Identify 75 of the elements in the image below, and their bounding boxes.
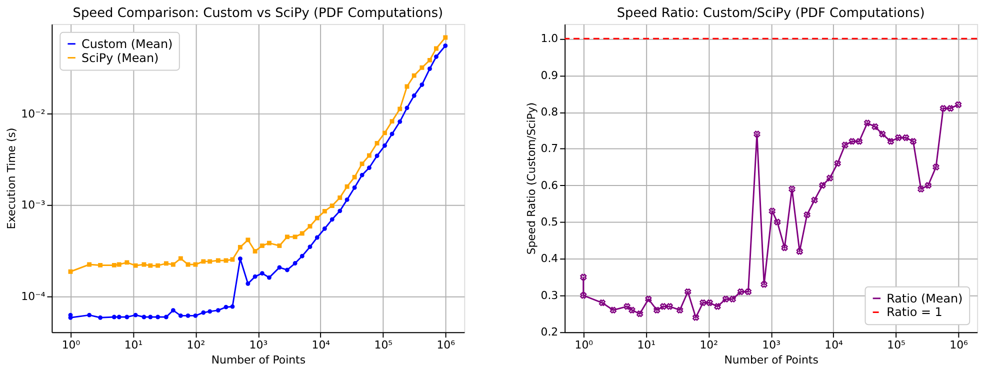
point <box>848 138 856 145</box>
point <box>910 138 916 145</box>
x-tick-label: 10⁰ <box>62 338 80 352</box>
y-tick-label: 0.8 <box>540 106 558 118</box>
point <box>879 130 886 138</box>
point <box>729 296 736 302</box>
x-tick-label: 10⁴ <box>312 338 331 352</box>
x-axis-title: Number of Points <box>724 353 819 366</box>
point <box>796 248 803 255</box>
y-tick-label: 0.6 <box>540 178 558 192</box>
point <box>902 134 910 141</box>
y-tick-label: 0.7 <box>540 142 558 156</box>
y-tick-label: 10⁻² <box>21 107 46 120</box>
x-tick-label: 10³ <box>249 338 268 352</box>
y-tick-label: 10⁻⁴ <box>21 290 46 304</box>
point <box>706 299 713 306</box>
chart-title: Speed Ratio: Custom/SciPy (PDF Computations) <box>616 6 925 22</box>
x-tick-label: 10² <box>700 338 718 352</box>
y-tick-label: 0.3 <box>540 288 558 302</box>
point <box>714 303 721 310</box>
legend-label: SciPy (Mean) <box>82 50 159 65</box>
point <box>654 306 660 314</box>
point <box>864 120 871 126</box>
point <box>624 303 630 310</box>
x-tick-label: 10⁰ <box>574 338 594 352</box>
point <box>737 288 744 296</box>
point <box>895 134 902 141</box>
point <box>660 303 667 310</box>
point <box>856 138 863 145</box>
point <box>700 299 706 306</box>
chart-title: Speed Comparison: Custom vs SciPy (PDF Computations) <box>72 6 444 22</box>
point <box>834 160 841 167</box>
legend-label: Ratio (Mean) <box>886 291 963 306</box>
point <box>932 164 940 170</box>
point <box>842 142 848 148</box>
point <box>684 288 692 296</box>
y-axis-title: Speed Ratio (Custom/SciPy) <box>524 102 538 255</box>
point <box>788 186 796 192</box>
legend-label: Custom (Mean) <box>82 36 173 51</box>
x-tick-label: 10⁴ <box>824 338 844 352</box>
x-tick-label: 10³ <box>762 338 780 352</box>
x-tick-label: 10⁵ <box>374 338 393 352</box>
legend-label: Ratio = 1 <box>886 305 942 320</box>
y-tick-label: 0.2 <box>540 326 558 339</box>
point <box>947 105 954 112</box>
point <box>811 196 818 204</box>
x-tick-label: 10² <box>186 338 206 352</box>
x-tick-label: 10⁵ <box>887 338 906 352</box>
point <box>676 306 684 314</box>
point <box>954 101 962 108</box>
y-axis-title: Execution Time (s) <box>5 128 18 230</box>
x-tick-label: 10¹ <box>124 338 143 352</box>
point <box>692 314 700 321</box>
point <box>918 186 924 192</box>
y-tick-label: 0.4 <box>540 252 558 266</box>
point <box>645 296 652 302</box>
point <box>819 182 826 189</box>
point <box>781 244 788 252</box>
point <box>887 138 894 145</box>
point <box>826 174 834 182</box>
y-tick-label: 0.5 <box>540 216 558 229</box>
point <box>774 218 781 226</box>
point <box>722 296 730 302</box>
point <box>744 288 752 296</box>
x-tick-label: 10⁶ <box>950 338 969 352</box>
x-axis-title: Number of Points <box>211 353 306 366</box>
x-tick-label: 10⁶ <box>436 338 456 352</box>
point <box>924 182 932 189</box>
x-tick-label: 10¹ <box>637 338 656 352</box>
y-tick-label: 1.0 <box>540 32 558 46</box>
point <box>804 211 810 218</box>
point <box>940 105 947 112</box>
point <box>872 123 878 130</box>
y-tick-label: 0.9 <box>540 68 558 82</box>
y-tick-label: 10⁻³ <box>21 198 46 212</box>
